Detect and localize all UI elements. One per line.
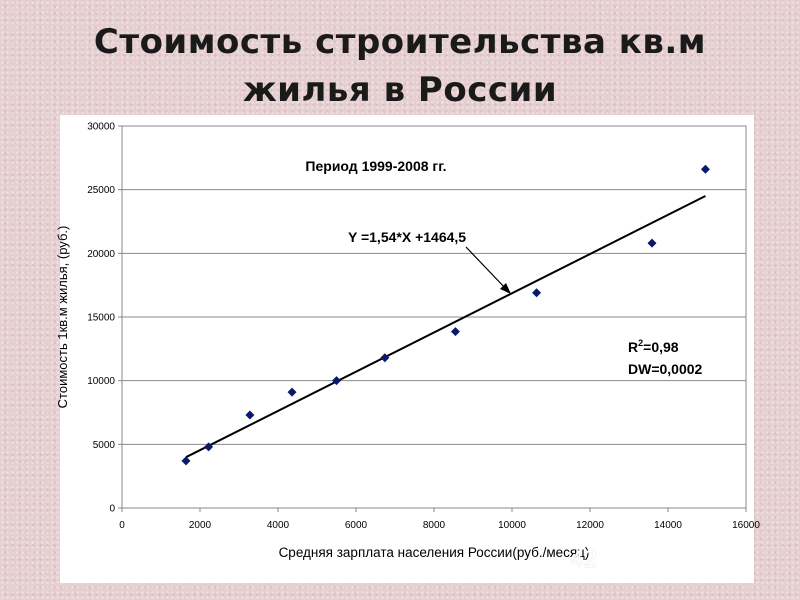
r-squared-superscript: 2 [638, 338, 643, 348]
equation-label: Y =1,54*X +1464,5 [348, 229, 466, 245]
data-point-9 [647, 238, 657, 248]
x-tick-label: 6000 [345, 520, 368, 531]
x-tick-label: 8000 [423, 520, 446, 531]
y-tick-label: 0 [109, 504, 115, 515]
y-tick-label: 25000 [87, 185, 115, 196]
data-point-4 [287, 387, 297, 397]
x-tick-label: 16000 [732, 520, 760, 531]
data-points [181, 164, 710, 466]
y-tick-label: 15000 [87, 313, 115, 324]
period-label: Период 1999-2008 гг. [305, 158, 446, 174]
slide-title: Стоимость строительства кв.м жилья в Рос… [40, 18, 760, 114]
r-squared-value: =0,98 [643, 339, 679, 355]
y-tick-label: 5000 [93, 440, 116, 451]
equation-arrowhead [500, 283, 511, 294]
trendline [185, 195, 706, 459]
x-tick-label: 2000 [189, 520, 212, 531]
equation-arrow [465, 246, 508, 291]
y-tick-label: 30000 [87, 122, 115, 133]
data-point-1 [181, 456, 191, 466]
gridlines [122, 189, 746, 445]
x-tick-label: 10000 [498, 520, 526, 531]
x-tick-label: 12000 [576, 520, 604, 531]
y-axis-label: Стоимость 1кв.м жилья, (руб.) [55, 226, 70, 409]
data-point-3 [245, 410, 255, 420]
data-point-7 [450, 327, 460, 337]
data-point-5 [332, 376, 341, 386]
x-axis-label: Средняя зарплата населения России(руб./м… [279, 545, 590, 560]
chart-area-background [60, 115, 754, 583]
durbin-watson-label: DW=0,0002 [628, 361, 703, 377]
r-squared-label: R2=0,98 [628, 338, 679, 355]
slide-title-line-2: жилья в России [242, 70, 558, 110]
x-tick-label: 14000 [654, 520, 682, 531]
y-axis-ticks: 0 5000 10000 15000 20000 25000 30000 [87, 122, 122, 515]
x-tick-label: 4000 [267, 520, 290, 531]
x-axis-ticks: 0 2000 4000 6000 8000 10000 12000 14000 16000 [119, 508, 760, 531]
slide-title-line-1: Стоимость строительства кв.м [93, 22, 707, 62]
y-tick-label: 20000 [87, 249, 115, 260]
data-point-8 [532, 288, 542, 298]
y-tick-label: 10000 [87, 376, 115, 387]
x-tick-label: 0 [119, 520, 125, 531]
r-squared-letter: R [628, 339, 638, 355]
data-point-2 [204, 442, 214, 452]
data-point-6 [380, 353, 390, 363]
data-point-10 [700, 164, 710, 174]
page-number: 42 [570, 546, 597, 573]
